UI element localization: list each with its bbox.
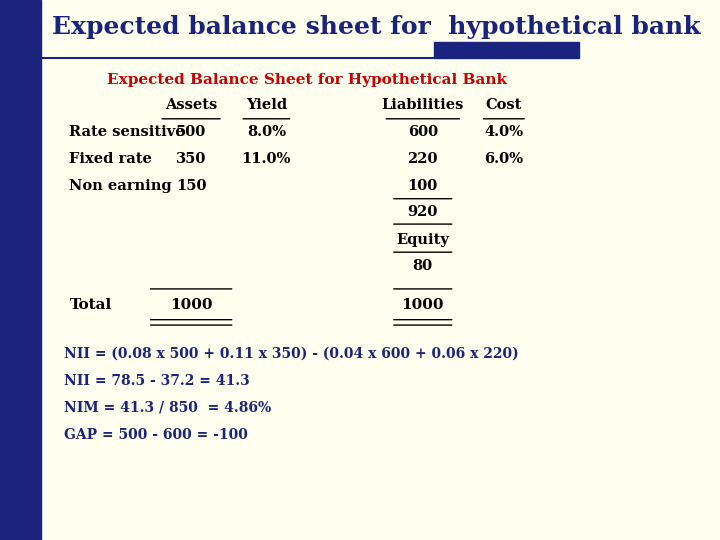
- Text: 150: 150: [176, 179, 207, 193]
- Text: Expected balance sheet for  hypothetical bank: Expected balance sheet for hypothetical …: [52, 15, 701, 39]
- Text: Yield: Yield: [246, 98, 287, 112]
- Text: Rate sensitive: Rate sensitive: [70, 125, 185, 139]
- Text: 11.0%: 11.0%: [242, 152, 291, 166]
- Text: Liabilities: Liabilities: [382, 98, 464, 112]
- Text: 220: 220: [408, 152, 438, 166]
- Text: NII = 78.5 - 37.2 = 41.3: NII = 78.5 - 37.2 = 41.3: [63, 374, 249, 388]
- Text: GAP = 500 - 600 = -100: GAP = 500 - 600 = -100: [63, 428, 248, 442]
- Text: 600: 600: [408, 125, 438, 139]
- Text: Equity: Equity: [396, 233, 449, 247]
- Text: Expected Balance Sheet for Hypothetical Bank: Expected Balance Sheet for Hypothetical …: [107, 73, 507, 87]
- Text: 350: 350: [176, 152, 207, 166]
- Text: 100: 100: [408, 179, 438, 193]
- Text: Non earning: Non earning: [70, 179, 172, 193]
- Text: Fixed rate: Fixed rate: [70, 152, 153, 166]
- Text: Assets: Assets: [165, 98, 217, 112]
- Text: 4.0%: 4.0%: [485, 125, 523, 139]
- Bar: [434, 42, 579, 58]
- Text: 1000: 1000: [170, 298, 212, 312]
- Text: 1000: 1000: [402, 298, 444, 312]
- Text: 6.0%: 6.0%: [485, 152, 523, 166]
- Text: 80: 80: [413, 259, 433, 273]
- Text: 500: 500: [176, 125, 206, 139]
- Bar: [0, 0, 40, 540]
- Text: NIM = 41.3 / 850  = 4.86%: NIM = 41.3 / 850 = 4.86%: [63, 401, 271, 415]
- Text: NII = (0.08 x 500 + 0.11 x 350) - (0.04 x 600 + 0.06 x 220): NII = (0.08 x 500 + 0.11 x 350) - (0.04 …: [63, 347, 518, 361]
- Text: Total: Total: [70, 298, 112, 312]
- Text: Cost: Cost: [486, 98, 522, 112]
- Text: 8.0%: 8.0%: [247, 125, 286, 139]
- Text: 920: 920: [408, 205, 438, 219]
